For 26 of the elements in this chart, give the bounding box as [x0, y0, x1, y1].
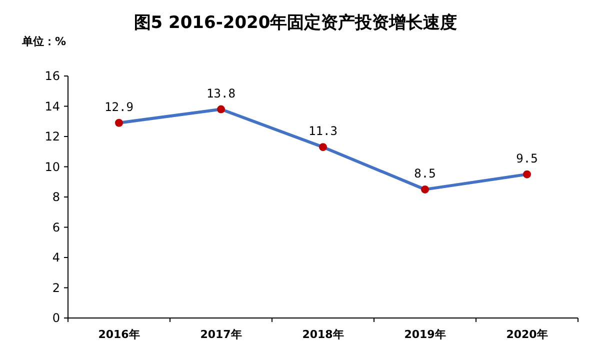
- x-tick-label: 2018年: [302, 328, 344, 341]
- point: [217, 105, 225, 114]
- data-label: 8.5: [414, 166, 436, 180]
- x-tick-label: 2017年: [200, 328, 242, 341]
- y-tick-label: 4: [52, 250, 60, 264]
- point: [115, 118, 123, 127]
- y-axis-title: 单位：%: [21, 35, 66, 48]
- y-tick-label: 14: [44, 99, 60, 114]
- y-tick-label: 2: [52, 280, 60, 295]
- x-tick-label: 2019年: [404, 328, 446, 341]
- chart-title: 图5 2016-2020年固定资产投资增长速度: [134, 13, 458, 33]
- data-label: 12.9: [104, 100, 134, 114]
- y-tick-label: 10: [44, 160, 60, 174]
- y-tick-label: 12: [44, 130, 60, 144]
- x-tick-label: 2020年: [506, 328, 548, 341]
- point: [421, 185, 429, 194]
- point: [319, 143, 327, 152]
- data-label: 11.3: [308, 124, 338, 138]
- y-tick-label: 0: [52, 311, 60, 325]
- x-tick-label: 2016年: [98, 328, 140, 341]
- data-label: 13.8: [206, 86, 236, 100]
- y-tick-label: 6: [52, 220, 60, 234]
- y-tick-label: 8: [52, 190, 60, 204]
- data-label: 9.5: [516, 151, 538, 166]
- y-tick-label: 16: [44, 69, 60, 83]
- point: [523, 170, 531, 178]
